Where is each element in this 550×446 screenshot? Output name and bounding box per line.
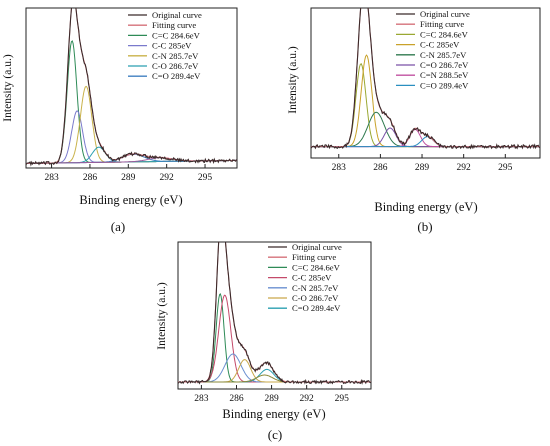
x-tick-label: 286 [83, 173, 98, 183]
legend-entry: C-N 285.7eV [420, 50, 467, 60]
legend-entry: C=C 284.6eV [152, 30, 201, 40]
plot-frame [25, 7, 238, 169]
panel-label-b: (b) [417, 219, 432, 234]
legend-entry: C-N 285.7eV [292, 283, 339, 293]
panel-label-a: (a) [111, 219, 125, 234]
x-tick-label: 289 [415, 163, 430, 173]
legend-entry: C=O 289.4eV [420, 80, 469, 90]
legend-entry: C-N 285.7eV [152, 51, 199, 61]
y-axis-label: Intensity (a.u.) [156, 282, 168, 350]
legend-entry: C-C 285eV [152, 41, 192, 51]
plot-area [178, 242, 371, 385]
x-tick-label: 283 [44, 173, 59, 183]
chart-panel-a: 283 286 289 292 295 Binding energy (eV) Intens… [2, 7, 238, 207]
plot-area [311, 8, 540, 150]
panels: 283 286 289 292 295 Binding energy (eV) Intens… [2, 7, 541, 421]
x-tick-label: 292 [457, 163, 472, 173]
series-line-3 [26, 40, 237, 164]
panel-label-c: (c) [268, 427, 282, 442]
x-axis-label: Binding energy (eV) [222, 407, 325, 421]
plot-frame [310, 7, 541, 159]
legend-entry: Fitting curve [152, 20, 196, 30]
legend-entry: Fitting curve [292, 252, 336, 262]
legend-entry: C=O 286.7eV [420, 60, 469, 70]
x-tick-label: 286 [373, 163, 388, 173]
y-axis-label: Intensity (a.u.) [2, 54, 14, 122]
legend-entry: Original curve [152, 10, 202, 20]
x-tick-label: 283 [194, 394, 209, 404]
x-tick-label: 289 [264, 394, 279, 404]
series-line-1 [26, 8, 237, 167]
legend-entry: C-C 285eV [420, 40, 460, 50]
x-tick-label: 295 [198, 173, 213, 183]
legend-entry: C-O 286.7eV [292, 293, 339, 303]
x-axis-label: Binding energy (eV) [79, 193, 182, 207]
plot-area [26, 8, 237, 167]
x-axis-label: Binding energy (eV) [374, 200, 477, 214]
legend-entry: C-C 285eV [292, 273, 332, 283]
chart-panel-b: 283 286 289 292 295 Binding energy (eV) Intens… [287, 7, 541, 214]
legend-entry: Original curve [292, 242, 342, 252]
legend-entry: Fitting curve [420, 19, 464, 29]
series-line-5 [311, 111, 540, 148]
series-line-5 [178, 353, 371, 383]
series-line-1 [311, 8, 540, 150]
x-tick-label: 295 [498, 163, 513, 173]
series-line-2 [26, 8, 237, 164]
x-tick-label: 289 [121, 173, 136, 183]
plot-frame [177, 241, 372, 390]
legend-entry: C=O 289.4eV [292, 303, 341, 313]
chart-panel-c: 283 286 289 292 295 Binding energy (eV) Intens… [156, 241, 372, 421]
x-tick-label: 292 [160, 173, 175, 183]
series-line-3 [178, 292, 371, 383]
series-line-4 [26, 110, 237, 164]
series-line-1 [178, 242, 371, 385]
x-tick-label: 283 [332, 163, 347, 173]
legend-entry: C=N 288.5eV [420, 70, 469, 80]
legend-entry: C=O 289.4eV [152, 71, 201, 81]
legend-entry: Original curve [420, 9, 470, 19]
y-axis-label: Intensity (a.u.) [287, 46, 299, 114]
x-tick-label: 286 [229, 394, 244, 404]
x-tick-label: 295 [335, 394, 350, 404]
legend-entry: C-O 286.7eV [152, 61, 199, 71]
legend-entry: C=C 284.6eV [292, 262, 341, 272]
x-tick-label: 292 [300, 394, 315, 404]
legend-entry: C=C 284.6eV [420, 29, 469, 39]
